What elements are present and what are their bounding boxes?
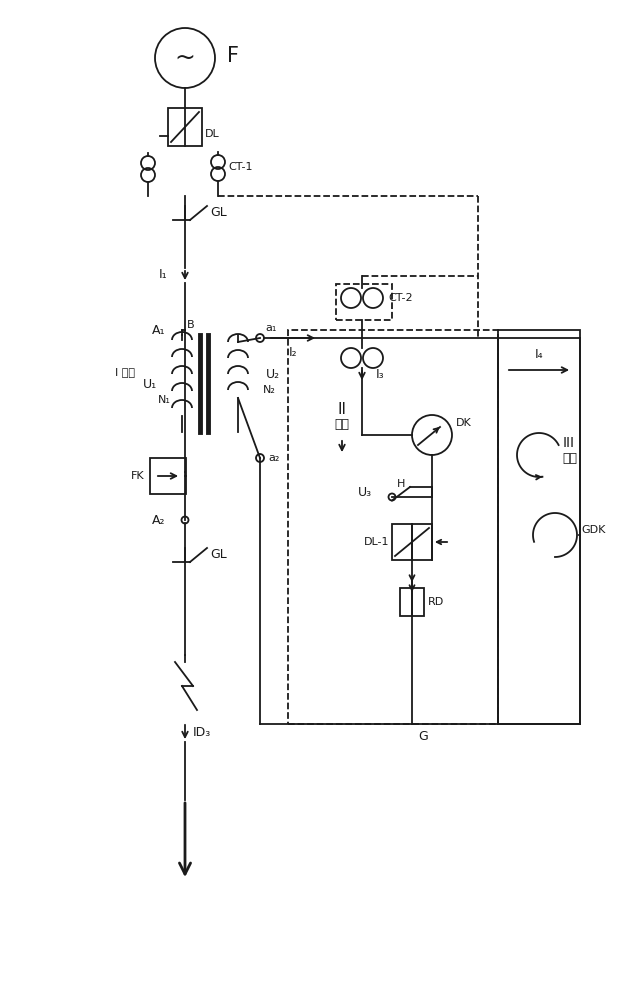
Text: U₁: U₁ bbox=[143, 378, 157, 391]
Bar bbox=[498, 330, 580, 724]
Text: U₃: U₃ bbox=[358, 486, 372, 498]
Text: a₂: a₂ bbox=[268, 453, 280, 463]
Text: B: B bbox=[188, 320, 195, 330]
Text: ID₃: ID₃ bbox=[193, 726, 211, 738]
Text: ~: ~ bbox=[175, 46, 195, 70]
Bar bbox=[400, 588, 424, 616]
Text: a₁: a₁ bbox=[265, 323, 276, 333]
Text: I 回路: I 回路 bbox=[115, 367, 135, 377]
Text: F: F bbox=[227, 46, 239, 66]
Text: N₁: N₁ bbox=[158, 395, 171, 405]
Text: I₂: I₂ bbox=[289, 346, 298, 359]
Text: H: H bbox=[397, 479, 405, 489]
Bar bbox=[168, 108, 202, 146]
Text: G: G bbox=[418, 730, 428, 742]
Text: CT-1: CT-1 bbox=[228, 162, 253, 172]
Text: FK: FK bbox=[131, 471, 145, 481]
Text: GL: GL bbox=[210, 548, 227, 560]
Text: RD: RD bbox=[428, 597, 444, 607]
Bar bbox=[288, 330, 498, 724]
Text: I₁: I₁ bbox=[158, 268, 167, 282]
Text: I₃: I₃ bbox=[376, 368, 385, 381]
Text: 回路: 回路 bbox=[335, 418, 349, 432]
Text: III: III bbox=[563, 436, 575, 450]
Text: DL-1: DL-1 bbox=[364, 537, 389, 547]
Text: DL: DL bbox=[205, 129, 220, 139]
Text: A₂: A₂ bbox=[152, 514, 165, 526]
Bar bbox=[336, 284, 392, 320]
Text: N₂: N₂ bbox=[263, 385, 276, 395]
Bar bbox=[392, 524, 432, 560]
Text: A₁: A₁ bbox=[152, 324, 165, 336]
Text: I₄: I₄ bbox=[534, 349, 543, 361]
Bar bbox=[150, 458, 186, 494]
Text: CT-2: CT-2 bbox=[388, 293, 413, 303]
Text: GDK: GDK bbox=[581, 525, 605, 535]
Text: II: II bbox=[337, 402, 346, 418]
Text: 回路: 回路 bbox=[562, 452, 577, 464]
Text: DK: DK bbox=[456, 418, 472, 428]
Text: GL: GL bbox=[210, 206, 227, 219]
Text: U₂: U₂ bbox=[266, 368, 280, 381]
